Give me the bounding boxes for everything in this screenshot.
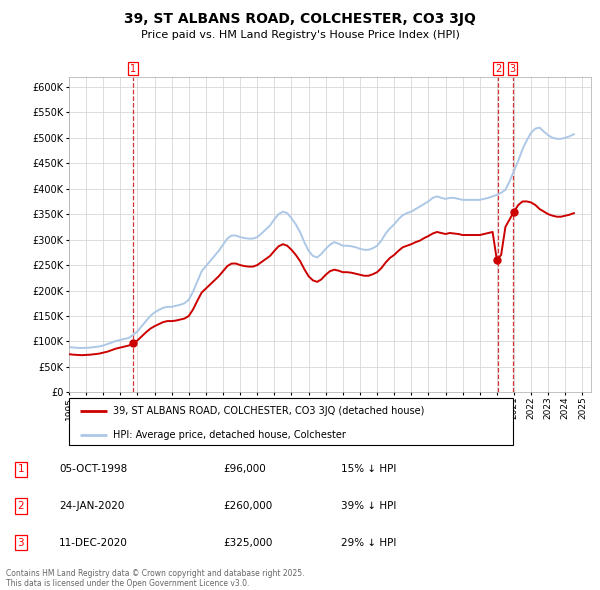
- Text: 15% ↓ HPI: 15% ↓ HPI: [341, 464, 397, 474]
- Text: £325,000: £325,000: [224, 537, 273, 548]
- Text: £96,000: £96,000: [224, 464, 266, 474]
- Text: 2: 2: [17, 501, 24, 511]
- Text: 2: 2: [495, 64, 501, 74]
- Text: 11-DEC-2020: 11-DEC-2020: [59, 537, 128, 548]
- Text: 39, ST ALBANS ROAD, COLCHESTER, CO3 3JQ (detached house): 39, ST ALBANS ROAD, COLCHESTER, CO3 3JQ …: [113, 407, 425, 417]
- Text: This data is licensed under the Open Government Licence v3.0.: This data is licensed under the Open Gov…: [6, 579, 250, 588]
- Text: Contains HM Land Registry data © Crown copyright and database right 2025.: Contains HM Land Registry data © Crown c…: [6, 569, 305, 578]
- Text: HPI: Average price, detached house, Colchester: HPI: Average price, detached house, Colc…: [113, 430, 346, 440]
- Text: 1: 1: [17, 464, 24, 474]
- Text: £260,000: £260,000: [224, 501, 273, 511]
- Text: 39, ST ALBANS ROAD, COLCHESTER, CO3 3JQ: 39, ST ALBANS ROAD, COLCHESTER, CO3 3JQ: [124, 12, 476, 26]
- Text: 3: 3: [17, 537, 24, 548]
- Text: 3: 3: [509, 64, 515, 74]
- Text: 24-JAN-2020: 24-JAN-2020: [59, 501, 124, 511]
- Text: 05-OCT-1998: 05-OCT-1998: [59, 464, 127, 474]
- Text: Price paid vs. HM Land Registry's House Price Index (HPI): Price paid vs. HM Land Registry's House …: [140, 30, 460, 40]
- Text: 1: 1: [130, 64, 136, 74]
- Text: 29% ↓ HPI: 29% ↓ HPI: [341, 537, 397, 548]
- Text: 39% ↓ HPI: 39% ↓ HPI: [341, 501, 397, 511]
